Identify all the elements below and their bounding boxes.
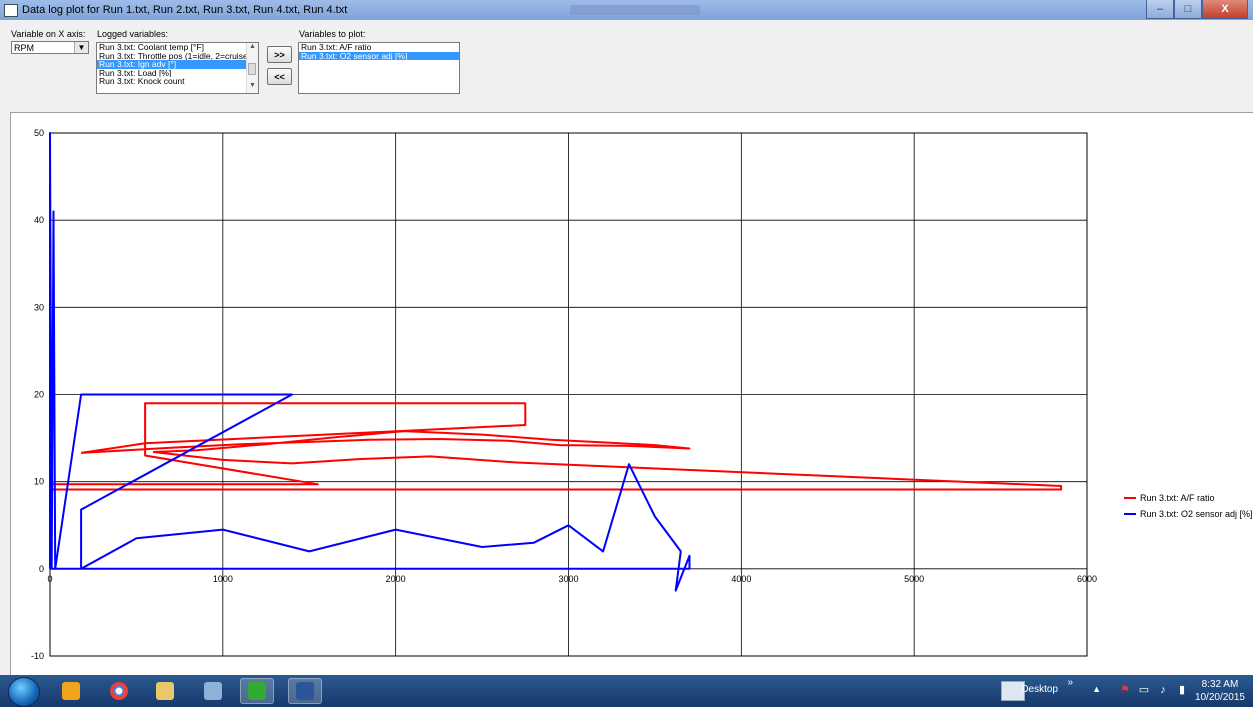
- list-item[interactable]: Run 3.txt: Throttle pos (1=idle, 2=cruis…: [99, 51, 248, 61]
- media-icon: [62, 682, 80, 700]
- chrome-icon: [110, 682, 128, 700]
- list-item[interactable]: Run 3.txt: Knock count: [99, 77, 185, 86]
- y-tick-label: 50: [34, 128, 44, 138]
- y-tick-label: 40: [34, 215, 44, 225]
- data-log-plot: 0 1000 2000 3000 4000 5000 6000 -10 0 10 20 30 40 50: [31, 128, 1097, 661]
- taskbar-app-icon[interactable]: [148, 678, 182, 704]
- scrollbar[interactable]: ▲ ▼: [246, 43, 258, 93]
- list-item[interactable]: Run 3.txt: Coolant temp [°F]: [99, 43, 204, 52]
- x-tick-label: 6000: [1077, 574, 1097, 584]
- start-button[interactable]: [8, 677, 40, 707]
- title-bar: Data log plot for Run 1.txt, Run 2.txt, …: [0, 0, 1253, 20]
- volume-icon[interactable]: ♪: [1160, 684, 1166, 696]
- scroll-up-icon[interactable]: ▲: [249, 43, 256, 50]
- x-axis-select[interactable]: RPM ▼: [11, 41, 89, 54]
- x-tick-label: 2000: [386, 574, 406, 584]
- x-axis-label: Variable on X axis:: [11, 29, 86, 39]
- x-axis-value: RPM: [14, 43, 34, 53]
- remove-variable-button[interactable]: <<: [267, 68, 292, 85]
- taskbar-app-icon[interactable]: [288, 678, 322, 704]
- legend: Run 3.txt: A/F ratio Run 3.txt: O2 senso…: [1124, 490, 1253, 522]
- plot-panel: 0 1000 2000 3000 4000 5000 6000 -10 0 10 20 30 40 50 …: [10, 112, 1253, 676]
- logged-variables-label: Logged variables:: [97, 29, 169, 39]
- power-icon[interactable]: ▮: [1178, 684, 1186, 696]
- clock-time: 8:32 AM: [1201, 679, 1239, 690]
- y-tick-label: 10: [34, 477, 44, 487]
- system-tray: Desktop » ▲ ⚑ ▭ ♪ ▮ 8:32 AM 10/20/2015: [973, 675, 1253, 707]
- series-line-1: [49, 132, 691, 592]
- series-line-0: [49, 402, 1063, 491]
- logged-variables-list[interactable]: Run 3.txt: Coolant temp [°F] Run 3.txt: …: [96, 42, 259, 94]
- taskbar-app-icon[interactable]: [240, 678, 274, 704]
- legend-swatch: [1124, 513, 1136, 515]
- show-hidden-icons-icon[interactable]: ▲: [1092, 684, 1101, 694]
- legend-swatch: [1124, 497, 1136, 499]
- controls-panel: Variable on X axis: RPM ▼ Logged variabl…: [0, 20, 1253, 106]
- y-tick-label: 0: [39, 564, 44, 574]
- legend-entry: Run 3.txt: A/F ratio: [1124, 490, 1253, 506]
- taskbar: Desktop » ▲ ⚑ ▭ ♪ ▮ 8:32 AM 10/20/2015: [0, 675, 1253, 707]
- close-button[interactable]: X: [1202, 0, 1248, 19]
- window-title: Data log plot for Run 1.txt, Run 2.txt, …: [22, 4, 348, 16]
- maximize-button[interactable]: □: [1174, 0, 1202, 19]
- y-tick-label: 20: [34, 390, 44, 400]
- scroll-down-icon[interactable]: ▼: [249, 82, 256, 89]
- network-app-icon: [204, 682, 222, 700]
- legend-entry: Run 3.txt: O2 sensor adj [%]: [1124, 506, 1253, 522]
- action-center-icon[interactable]: ⚑: [1120, 684, 1130, 696]
- list-item[interactable]: Run 3.txt: Ign adv [°]: [97, 60, 258, 69]
- variables-to-plot-list[interactable]: Run 3.txt: A/F ratio Run 3.txt: O2 senso…: [298, 42, 460, 94]
- chevron-icon[interactable]: »: [1067, 677, 1073, 688]
- scroll-thumb[interactable]: [248, 63, 256, 75]
- word-icon: [296, 682, 314, 700]
- window-buttons: – □ X: [1146, 0, 1248, 19]
- minimize-button[interactable]: –: [1146, 0, 1174, 19]
- x-tick-label: 4000: [731, 574, 751, 584]
- x-tick-label: 3000: [558, 574, 578, 584]
- app-icon: [4, 4, 18, 17]
- list-item[interactable]: Run 3.txt: Load [%]: [99, 68, 172, 78]
- car-app-icon: [248, 682, 266, 700]
- x-tick-label: 1000: [213, 574, 233, 584]
- list-item[interactable]: Run 3.txt: A/F ratio: [301, 43, 372, 52]
- blurred-title-region: [570, 5, 700, 15]
- x-tick-label: 0: [47, 574, 52, 584]
- chevron-down-icon[interactable]: ▼: [74, 42, 88, 53]
- taskbar-app-icon[interactable]: [196, 678, 230, 704]
- folder-icon: [156, 682, 174, 700]
- legend-label: Run 3.txt: A/F ratio: [1140, 493, 1215, 503]
- legend-label: Run 3.txt: O2 sensor adj [%]: [1140, 509, 1253, 519]
- desktop-toolbar-icon[interactable]: [1001, 681, 1025, 701]
- taskbar-app-icon[interactable]: [102, 678, 136, 704]
- desktop-toolbar-label[interactable]: Desktop: [1021, 684, 1058, 695]
- variables-to-plot-label: Variables to plot:: [299, 29, 366, 39]
- add-variable-button[interactable]: >>: [267, 46, 292, 63]
- taskbar-app-icon[interactable]: [54, 678, 88, 704]
- clock-date: 10/20/2015: [1194, 692, 1245, 703]
- x-tick-label: 5000: [904, 574, 924, 584]
- list-item[interactable]: Run 3.txt: O2 sensor adj [%]: [299, 51, 459, 61]
- y-tick-label: -10: [31, 651, 44, 661]
- clock[interactable]: 8:32 AM 10/20/2015: [1195, 678, 1245, 704]
- y-tick-label: 30: [34, 302, 44, 312]
- network-icon[interactable]: ▭: [1138, 684, 1150, 696]
